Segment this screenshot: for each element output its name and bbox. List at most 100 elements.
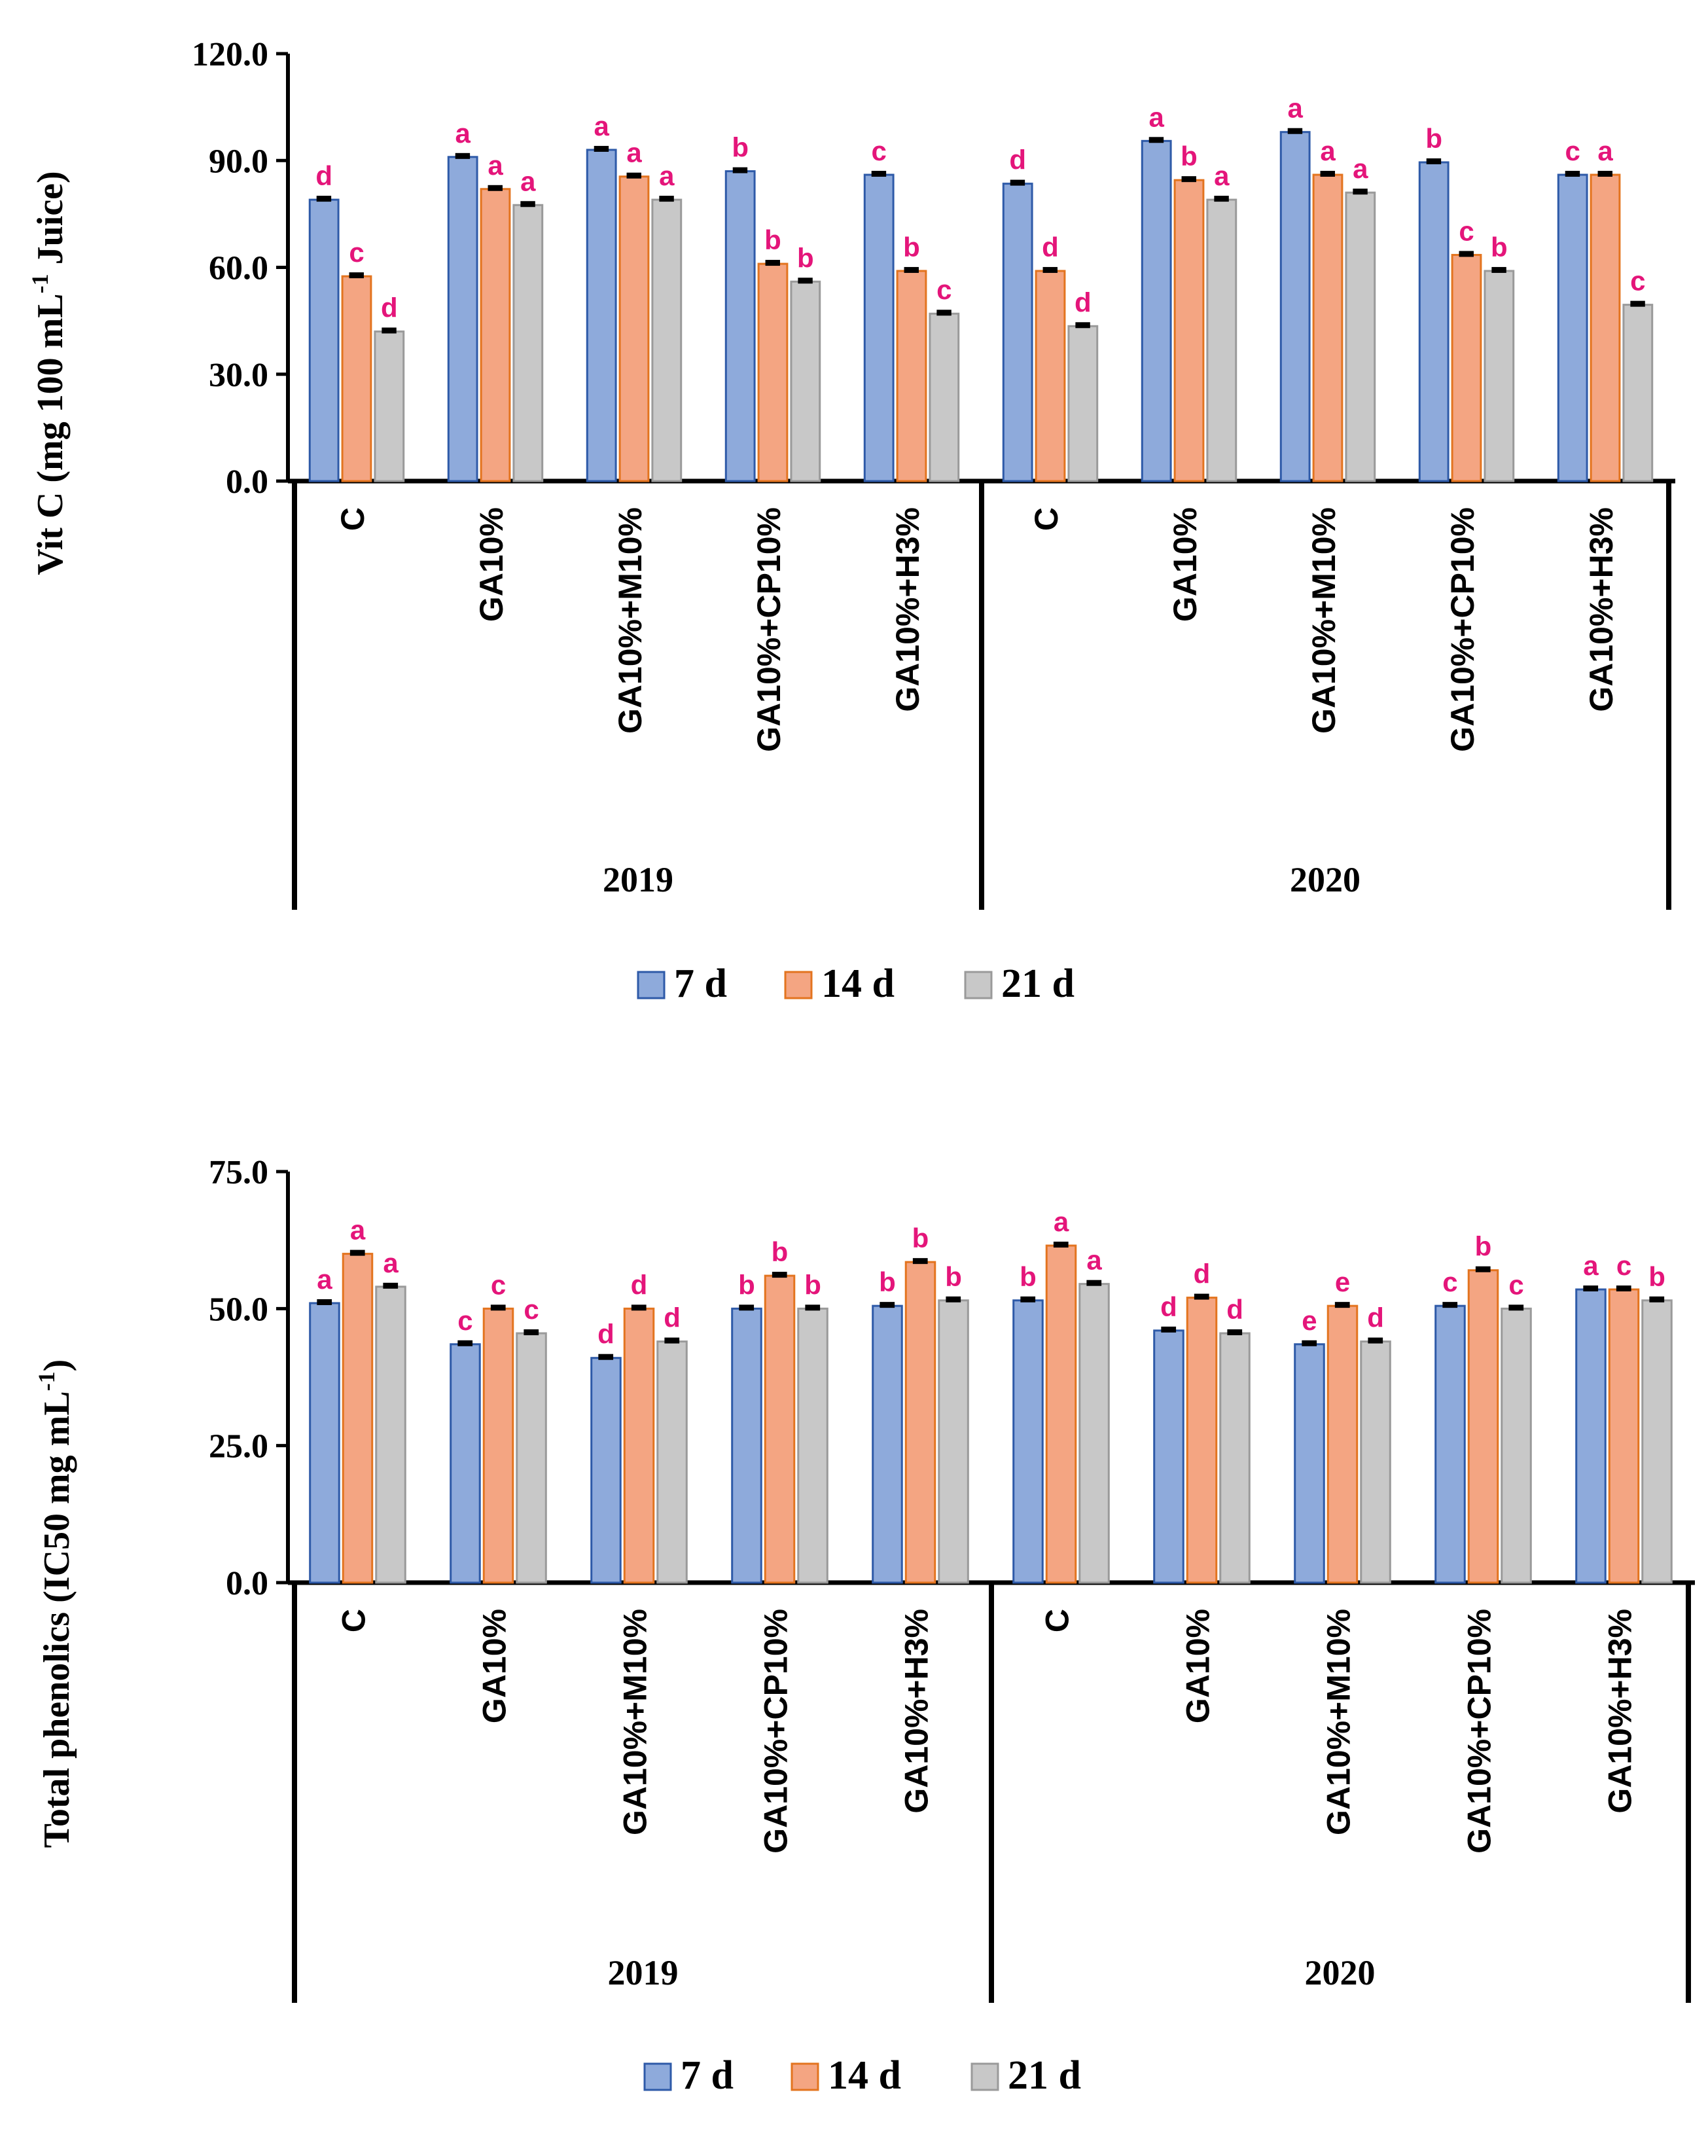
- error-bar: [1287, 128, 1303, 134]
- bar-21d-9: [1484, 270, 1515, 482]
- error-bar: [946, 1296, 961, 1303]
- error-bar: [1597, 171, 1612, 177]
- legend-label: 21 d: [1001, 961, 1075, 1006]
- significance-letter: d: [1367, 1303, 1384, 1333]
- bar-21d-6: [1067, 325, 1099, 482]
- bar-7d-1: [309, 1302, 340, 1584]
- error-bar: [1042, 266, 1058, 273]
- bar-14d-8: [1326, 1304, 1359, 1584]
- legend-swatch-21d: [970, 2062, 999, 2091]
- error-bar: [1320, 171, 1335, 177]
- error-bar: [598, 1354, 614, 1360]
- significance-letter: b: [1491, 232, 1508, 262]
- chart-2: 0.0 25.0 50.0 75.0 Total phenolics (IC50 mg …: [33, 1154, 1695, 2098]
- significance-letter: a: [383, 1248, 399, 1278]
- significance-letter: a: [488, 150, 503, 181]
- error-bar: [1302, 1340, 1317, 1346]
- error-bar: [772, 1272, 787, 1278]
- bar-7d-7: [1153, 1329, 1184, 1584]
- legend-swatch-7d: [643, 2062, 672, 2091]
- significance-letter: b: [912, 1223, 929, 1253]
- significance-letter: d: [631, 1269, 648, 1300]
- group-label-2020: 2020: [1305, 1953, 1376, 1992]
- significance-letter: c: [491, 1269, 506, 1300]
- bar-7d-4: [724, 170, 756, 482]
- bar-21d-6: [1078, 1283, 1110, 1584]
- error-bar: [524, 1329, 539, 1336]
- y-tick-label: 75.0: [209, 1154, 268, 1191]
- group-label-2020: 2020: [1290, 860, 1361, 899]
- bar-7d-9: [1434, 1304, 1466, 1584]
- significance-letter: a: [594, 111, 610, 141]
- bar-21d-1: [374, 330, 405, 482]
- significance-letter: d: [1226, 1294, 1243, 1325]
- bar-14d-8: [1312, 173, 1343, 482]
- legend-label: 21 d: [1008, 2053, 1081, 2098]
- error-bar: [1475, 1266, 1491, 1272]
- significance-letter: d: [1075, 287, 1092, 317]
- legend-label: 14 d: [828, 2053, 901, 2098]
- error-bar: [871, 171, 887, 177]
- bar-21d-10: [1641, 1299, 1673, 1584]
- error-bar: [1368, 1337, 1383, 1344]
- bar-21d-9: [1501, 1307, 1532, 1584]
- significance-letter: b: [1020, 1261, 1037, 1292]
- error-bar: [765, 260, 780, 266]
- error-bar: [1583, 1285, 1599, 1292]
- error-bar: [383, 1282, 399, 1289]
- significance-letter: d: [1042, 232, 1059, 262]
- bar-7d-6: [1002, 183, 1033, 482]
- x-tick-label: GA10%+CP10%: [1444, 507, 1481, 752]
- significance-letter: b: [945, 1261, 962, 1292]
- error-bar: [1010, 179, 1025, 186]
- error-bar: [316, 196, 332, 202]
- x-tick-label: GA10%+CP10%: [751, 507, 787, 752]
- legend-swatch-14d: [784, 971, 813, 999]
- x-tick-label: GA10%+H3%: [1602, 1609, 1639, 1814]
- bar-7d-10: [1575, 1288, 1607, 1584]
- x-tick-label: C: [334, 507, 371, 531]
- y-axis-title: Vit C (mg 100 mL-1 Juice): [27, 171, 71, 575]
- x-tick-label: GA10%+M10%: [1321, 1609, 1357, 1835]
- bar-7d-4: [731, 1307, 762, 1584]
- legend-label: 7 d: [674, 961, 727, 1006]
- error-bar: [1214, 196, 1229, 202]
- x-tick-label: GA10%+H3%: [889, 507, 926, 712]
- bar-14d-1: [341, 275, 372, 482]
- bar-7d-8: [1294, 1343, 1325, 1584]
- significance-letter: c: [1459, 215, 1474, 246]
- bar-7d-2: [450, 1343, 481, 1584]
- bar-21d-8: [1360, 1340, 1391, 1584]
- bar-14d-2: [480, 188, 511, 482]
- error-bar: [1194, 1293, 1209, 1300]
- significance-letter: a: [1320, 135, 1336, 166]
- chart-1: 0.0 30.0 60.0 90.0 120.0 Vit C (mg 100 mL-1 J…: [27, 36, 1675, 1006]
- error-bar: [1565, 171, 1580, 177]
- bar-21d-5: [938, 1299, 969, 1584]
- error-bar: [1442, 1302, 1458, 1308]
- x-tick-label: GA10%: [1167, 507, 1203, 622]
- significance-letter: b: [1648, 1261, 1665, 1292]
- bar-21d-4: [797, 1307, 828, 1584]
- significance-letter: b: [732, 132, 749, 163]
- y-tick-label: 0.0: [226, 463, 268, 501]
- significance-letter: d: [664, 1303, 681, 1333]
- significance-letter: b: [1425, 123, 1442, 154]
- bar-7d-10: [1557, 173, 1588, 482]
- significance-letter: c: [1630, 266, 1645, 296]
- bar-14d-7: [1186, 1297, 1218, 1584]
- significance-letter: a: [1597, 135, 1613, 166]
- significance-letter: d: [1160, 1291, 1177, 1322]
- error-bar: [880, 1302, 895, 1308]
- error-bar: [520, 201, 535, 207]
- error-bar: [631, 1304, 647, 1311]
- error-bar: [739, 1304, 755, 1311]
- bar-21d-7: [1219, 1332, 1251, 1584]
- error-bar: [1630, 300, 1645, 307]
- x-tick-label: C: [1039, 1609, 1076, 1632]
- error-bar: [1353, 189, 1368, 195]
- error-bar: [936, 310, 952, 316]
- significance-letter: b: [1181, 141, 1198, 171]
- significance-letter: c: [524, 1294, 539, 1325]
